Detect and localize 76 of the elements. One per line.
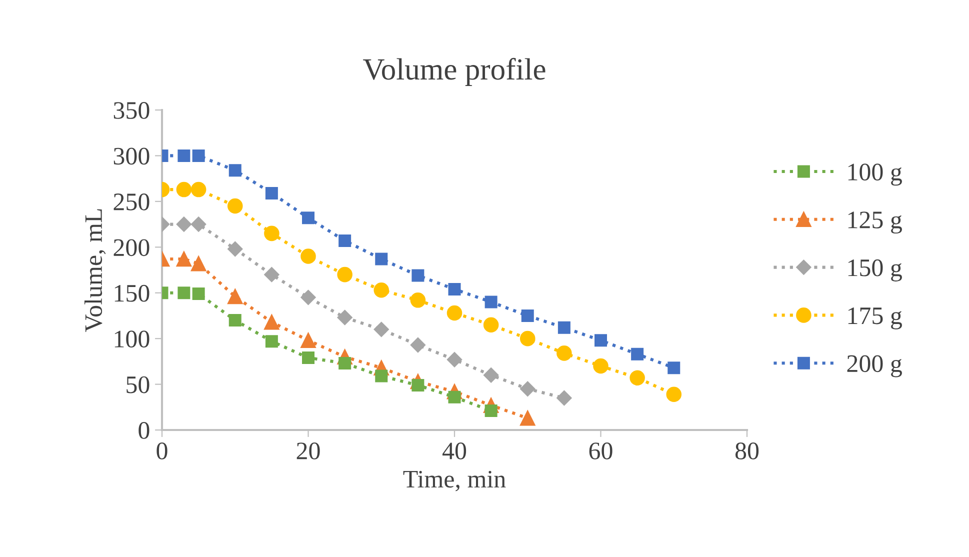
point xyxy=(446,305,462,321)
point xyxy=(178,149,190,162)
point xyxy=(300,248,316,264)
legend-label: 125 g xyxy=(848,212,902,234)
y-tick-label: 0 xyxy=(138,422,150,439)
point xyxy=(337,310,352,326)
y-axis-title: Volume, mL xyxy=(84,209,106,332)
point xyxy=(410,292,426,308)
point xyxy=(190,182,206,198)
point xyxy=(190,256,206,272)
point xyxy=(192,149,205,162)
point xyxy=(594,334,607,347)
point xyxy=(264,314,280,330)
point xyxy=(666,386,682,402)
point xyxy=(556,346,572,361)
point xyxy=(300,290,316,305)
point xyxy=(176,216,192,232)
point xyxy=(520,381,536,396)
point xyxy=(265,186,278,200)
point xyxy=(338,357,352,370)
y-tick-label: 250 xyxy=(114,193,150,210)
point xyxy=(192,288,205,300)
point xyxy=(374,282,390,298)
x-tick-label: 60 xyxy=(589,442,612,460)
point xyxy=(338,234,352,247)
point xyxy=(228,314,242,327)
point xyxy=(520,410,536,426)
point xyxy=(375,252,388,266)
point xyxy=(264,267,280,282)
point xyxy=(412,269,424,282)
point xyxy=(374,322,389,337)
point xyxy=(483,368,499,383)
point xyxy=(410,337,426,353)
point xyxy=(668,362,680,374)
y-tick-label: 150 xyxy=(114,284,150,302)
y-tick-label: 50 xyxy=(126,376,150,394)
point xyxy=(190,216,206,232)
x-axis-title: Time, min xyxy=(403,470,506,492)
point xyxy=(448,282,461,296)
point xyxy=(558,321,570,334)
y-tick-label: 100 xyxy=(114,330,150,348)
legend-label: 200 g xyxy=(847,355,902,378)
x-tick-label: 40 xyxy=(442,442,466,460)
y-tick-label: 300 xyxy=(114,148,150,165)
legend-label: 175 g xyxy=(848,307,902,330)
point xyxy=(228,164,242,177)
point xyxy=(300,332,316,348)
legend-label: 100 g xyxy=(848,164,902,186)
point xyxy=(302,352,314,364)
legend-label: 150 g xyxy=(848,259,902,282)
x-tick-label: 0 xyxy=(156,442,168,460)
point xyxy=(483,317,499,332)
point xyxy=(520,330,536,346)
point xyxy=(446,352,462,368)
point xyxy=(178,286,190,300)
point xyxy=(337,266,352,282)
point xyxy=(593,358,608,374)
point xyxy=(630,370,645,386)
point xyxy=(176,251,192,267)
chart-title: Volume profile xyxy=(363,58,546,86)
point xyxy=(176,182,192,198)
point xyxy=(265,335,278,348)
x-tick-label: 20 xyxy=(296,442,320,460)
point xyxy=(375,370,388,382)
y-tick-label: 350 xyxy=(114,102,150,119)
point xyxy=(228,241,243,257)
point xyxy=(521,309,534,322)
point xyxy=(302,212,314,224)
point xyxy=(631,348,644,360)
point xyxy=(227,288,243,304)
point xyxy=(227,198,243,214)
x-tick-label: 80 xyxy=(735,442,759,460)
point xyxy=(556,390,572,406)
point xyxy=(484,296,498,308)
point xyxy=(264,226,280,242)
y-tick-label: 200 xyxy=(114,239,150,256)
